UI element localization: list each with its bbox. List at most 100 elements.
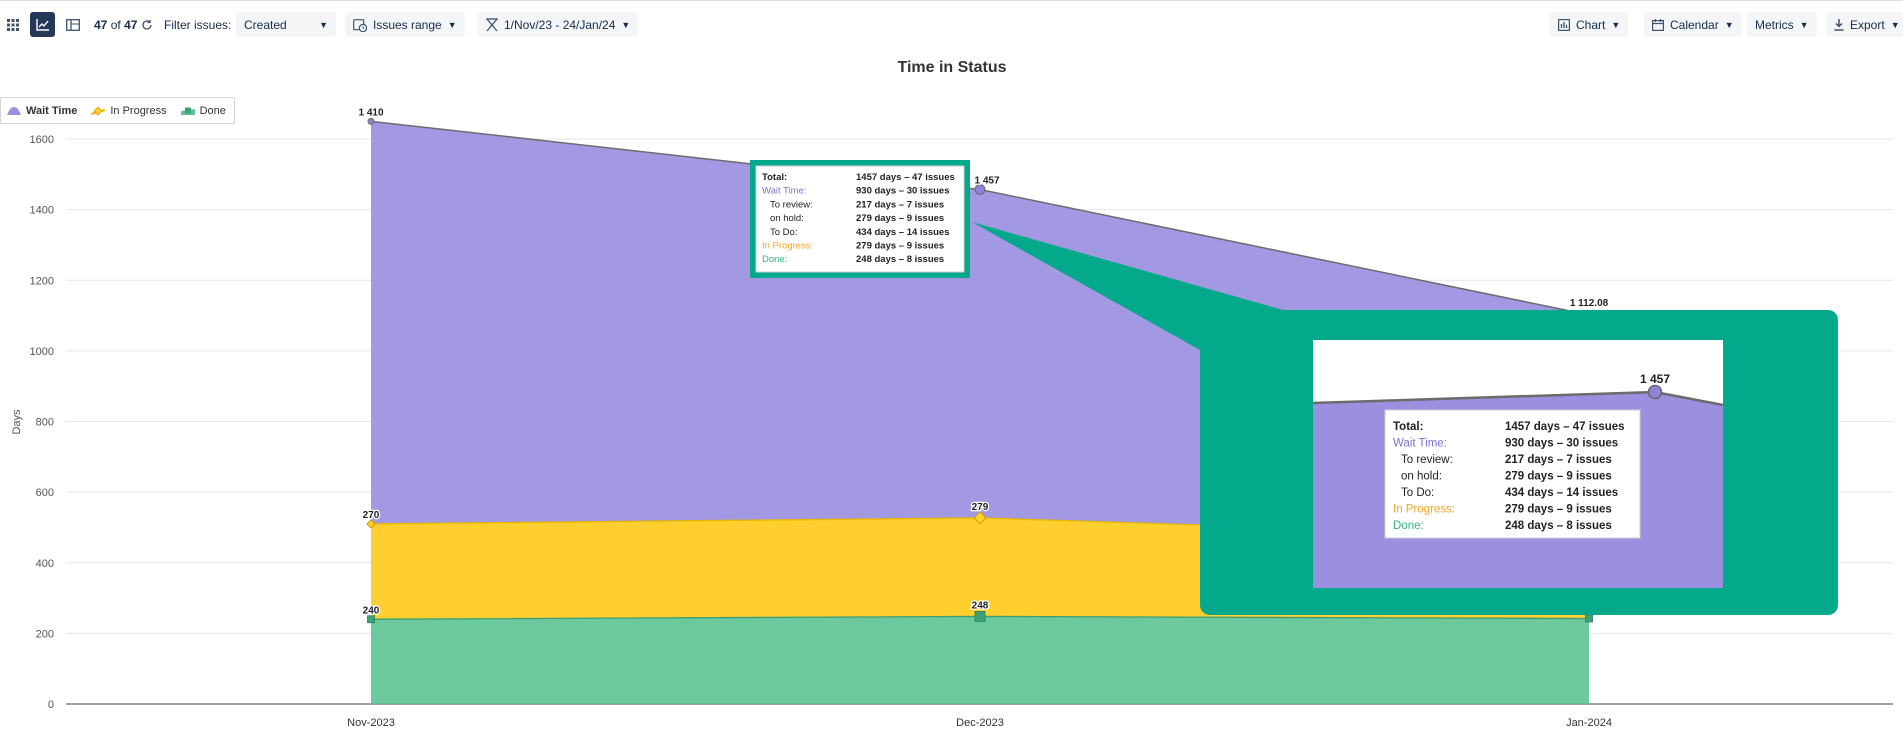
chevron-down-icon: ▼ <box>447 19 457 30</box>
data-label: 240 <box>363 605 380 616</box>
issues-range-button[interactable]: Issues range ▼ <box>345 12 465 37</box>
zoom-tooltip-row-value: 930 days – 30 issues <box>1505 438 1618 450</box>
toolbar: 47 of 47 Filter issues: Created ▼ Issues… <box>0 9 1903 43</box>
date-range-icon <box>486 17 498 32</box>
y-tick-label: 600 <box>36 487 54 499</box>
data-label: 1 112.08 <box>1570 298 1609 309</box>
line-chart-icon <box>35 18 49 31</box>
zoom-tooltip-box <box>1384 409 1641 539</box>
zoom-tooltip-row-value: 248 days – 8 issues <box>1505 520 1612 532</box>
zoom-callout: 1 457 Total: 1457 days – 47 issues Wait Tim… <box>972 222 1838 615</box>
table-view-button[interactable] <box>60 12 85 37</box>
y-axis-label: Days <box>11 409 23 435</box>
wait-time-swatch-icon <box>7 106 21 115</box>
x-tick-label: Jan-2024 <box>1566 717 1612 729</box>
wait-time-area <box>371 121 1589 538</box>
issue-count-of: of <box>110 17 121 32</box>
tooltip-row-value: 434 days – 14 issues <box>856 227 950 238</box>
done-point <box>1585 614 1593 623</box>
data-label: 279 <box>972 502 989 513</box>
table-view-icon <box>65 18 80 31</box>
zoom-tooltip-row-label: To Do: <box>1401 487 1434 499</box>
zoom-wait-area <box>1313 392 1723 588</box>
metrics-label: Metrics <box>1755 17 1794 32</box>
in-progress-point <box>366 519 376 529</box>
wait-time-point <box>367 117 375 125</box>
legend-item-in-progress[interactable]: In Progress <box>91 104 167 117</box>
y-tick-label: 800 <box>36 417 54 429</box>
grid-lines <box>66 138 1893 705</box>
x-tick-label: Nov-2023 <box>347 717 395 729</box>
hover-tooltip: Total: 1457 days – 47 issues Wait Time: 930… <box>750 160 970 278</box>
apps-grid-button[interactable] <box>0 12 25 37</box>
chart-legend: Wait Time In Progress Done <box>0 97 235 124</box>
bar-chart-icon <box>1558 18 1570 31</box>
chart-type-button[interactable]: Chart ▼ <box>1550 12 1629 37</box>
apps-grid-icon <box>6 18 19 31</box>
in-progress-point <box>973 511 987 525</box>
zoom-wait-line <box>1312 390 1724 407</box>
zoom-tooltip-row-label: In Progress: <box>1393 504 1455 516</box>
done-point <box>974 611 986 622</box>
issue-count-shown: 47 <box>94 17 108 32</box>
chevron-down-icon: ▼ <box>1611 19 1621 30</box>
callout-connector <box>972 222 1290 360</box>
legend-label-wait-time: Wait Time <box>26 104 78 117</box>
y-axis-ticks: 0 200 400 600 800 1000 1200 1400 1600 <box>30 134 54 711</box>
zoom-point-label: 1 457 <box>1640 372 1670 386</box>
data-label: 248 <box>972 600 989 611</box>
data-labels: 1 410 1 457 1 112.08 270 279 240 248 <box>357 106 1610 617</box>
y-tick-label: 1600 <box>30 134 54 146</box>
in-progress-point <box>1584 532 1594 543</box>
tooltip-highlight-frame <box>750 160 970 278</box>
legend-label-done: Done <box>199 104 226 117</box>
tooltip-row-label: Wait Time: <box>762 186 807 197</box>
top-border <box>0 0 1903 1</box>
chevron-down-icon: ▼ <box>1724 19 1734 30</box>
chevron-down-icon: ▼ <box>621 19 631 30</box>
chart-view-button[interactable] <box>30 12 55 37</box>
tooltip-row-value: 279 days – 9 issues <box>856 241 944 252</box>
tooltip-row-value: 217 days – 7 issues <box>856 199 944 210</box>
tooltip-row-value: 279 days – 9 issues <box>856 213 944 224</box>
tooltip-row-label: Done: <box>762 254 787 265</box>
callout-panel <box>1200 310 1838 615</box>
date-range-button[interactable]: 1/Nov/23 - 24/Jan/24 ▼ <box>478 12 639 37</box>
x-axis-ticks: Nov-2023 Dec-2023 Jan-2024 <box>347 717 1612 729</box>
tooltip-row-label: In Progress: <box>762 241 813 252</box>
series-markers <box>366 117 1594 624</box>
data-label: 270 <box>363 510 380 521</box>
date-range-value: 1/Nov/23 - 24/Jan/24 <box>504 17 616 32</box>
tooltip-row-value: 248 days – 8 issues <box>856 254 944 265</box>
calendar-button[interactable]: Calendar ▼ <box>1644 12 1742 37</box>
chart-type-label: Chart <box>1576 17 1606 32</box>
refresh-icon[interactable] <box>141 19 153 31</box>
export-label: Export <box>1850 17 1885 32</box>
wait-time-point <box>974 183 986 195</box>
export-button[interactable]: Export ▼ <box>1826 12 1903 37</box>
legend-item-wait-time[interactable]: Wait Time <box>7 105 77 117</box>
wait-time-point <box>1585 311 1593 319</box>
filter-issues-select[interactable]: Created ▼ <box>236 12 336 37</box>
tooltip-row-value: 930 days – 30 issues <box>856 186 950 197</box>
zoom-tooltip-row-value: 217 days – 7 issues <box>1505 454 1612 466</box>
legend-label-in-progress: In Progress <box>110 104 167 117</box>
issue-count: 47 of 47 <box>94 12 153 37</box>
done-swatch-icon <box>180 107 195 115</box>
y-tick-label: 0 <box>48 699 54 711</box>
metrics-button[interactable]: Metrics ▼ <box>1747 12 1817 37</box>
done-area <box>371 616 1589 704</box>
x-tick-label: Dec-2023 <box>956 717 1004 729</box>
calendar-label: Calendar <box>1670 17 1719 32</box>
download-icon <box>1834 18 1844 31</box>
y-tick-label: 1000 <box>30 346 54 358</box>
tooltip-box <box>755 165 965 273</box>
legend-item-done[interactable]: Done <box>180 104 226 117</box>
chevron-down-icon: ▼ <box>1890 19 1900 30</box>
y-tick-label: 1200 <box>30 275 54 287</box>
data-label: 1 410 <box>358 107 383 118</box>
calendar-icon <box>1652 18 1664 31</box>
zoom-tooltip-row-label: on hold: <box>1401 471 1442 483</box>
tooltip-row-value: 1457 days – 47 issues <box>856 172 955 183</box>
